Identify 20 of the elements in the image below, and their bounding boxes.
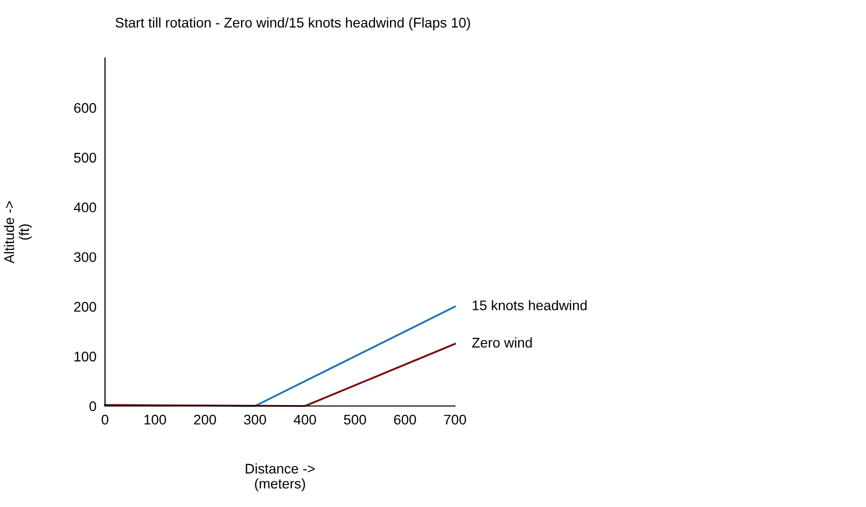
x-tick-label: 600 [394,414,416,425]
series-label: Zero wind [472,337,532,348]
chart-title: Start till rotation - Zero wind/15 knots headwind (Flaps 10) [116,17,470,30]
x-tick-label: 400 [294,414,316,425]
y-tick-label: 400 [74,202,96,212]
series-label: 15 knots headwind [472,300,587,310]
y-tick-label: 300 [74,252,96,262]
y-tick-label: 600 [74,103,96,113]
x-tick-label: 700 [444,414,466,425]
y-tick-label: 0 [89,401,96,412]
x-tick-label: 200 [194,414,216,425]
x-tick-label: 300 [244,414,266,425]
x-tick-label: 500 [344,414,366,425]
x-axis-title: Distance -> (meters) [246,463,315,492]
y-tick-label: 100 [74,352,96,362]
y-axis-title: Altitude -> (ft) [4,201,32,264]
x-tick-label: 100 [144,414,166,425]
y-tick-label: 500 [74,152,96,163]
y-tick-label: 200 [74,302,96,312]
x-tick-label: 0 [102,414,108,425]
